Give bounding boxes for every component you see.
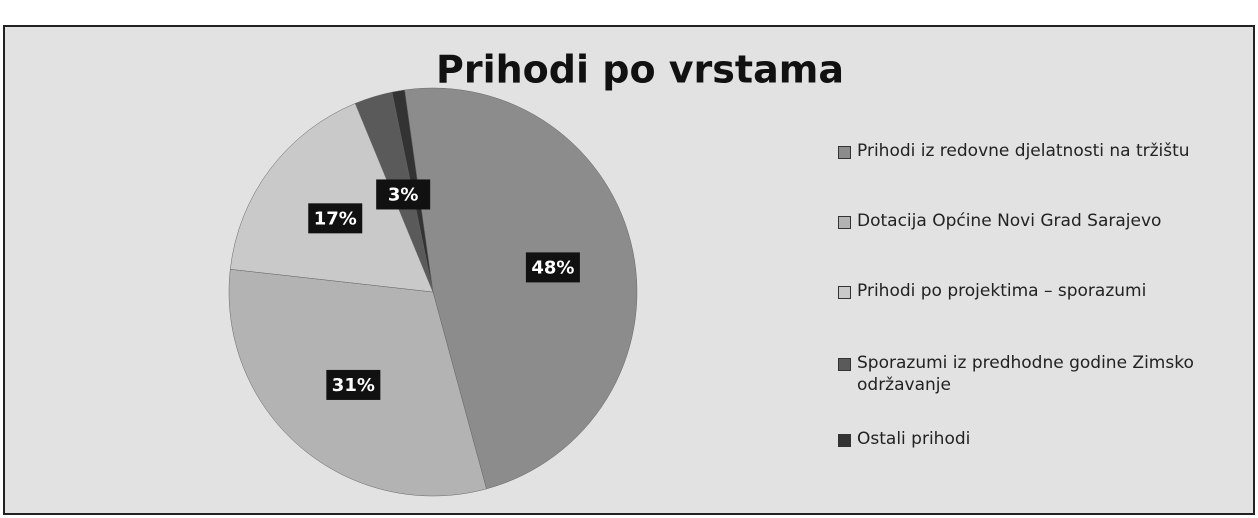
legend-swatch xyxy=(838,358,851,371)
legend-swatch xyxy=(838,434,851,447)
legend-label: Prihodi iz redovne djelatnosti na tržišt… xyxy=(857,141,1190,161)
label-box xyxy=(308,203,363,234)
pie-slice xyxy=(229,103,434,293)
label-box xyxy=(376,179,431,210)
data-label: 31% xyxy=(332,375,375,396)
data-label: 17% xyxy=(314,208,357,229)
legend-swatch xyxy=(838,146,851,159)
legend-label: Dotacija Općine Novi Grad Sarajevo xyxy=(857,211,1162,231)
legend-swatch xyxy=(838,286,851,299)
legend-label: Ostali prihodi xyxy=(857,429,971,449)
legend-item: Ostali prihodi xyxy=(838,428,1248,450)
legend-label: Sporazumi iz predhodne godine Zimsko odr… xyxy=(857,353,1194,395)
chart-title: Prihodi po vrstama xyxy=(436,48,844,92)
pie-slice xyxy=(404,87,638,490)
legend-item: Prihodi iz redovne djelatnosti na tržišt… xyxy=(838,140,1248,162)
legend-item: Sporazumi iz predhodne godine Zimsko odr… xyxy=(838,352,1248,396)
data-label: 3% xyxy=(388,184,419,205)
legend-item: Prihodi po projektima – sporazumi xyxy=(838,280,1248,302)
legend-label: Prihodi po projektima – sporazumi xyxy=(857,281,1147,301)
legend-item: Dotacija Općine Novi Grad Sarajevo xyxy=(838,210,1248,232)
label-box xyxy=(525,252,580,283)
label-box xyxy=(326,369,381,400)
legend-swatch xyxy=(838,216,851,229)
data-label: 48% xyxy=(531,257,574,278)
